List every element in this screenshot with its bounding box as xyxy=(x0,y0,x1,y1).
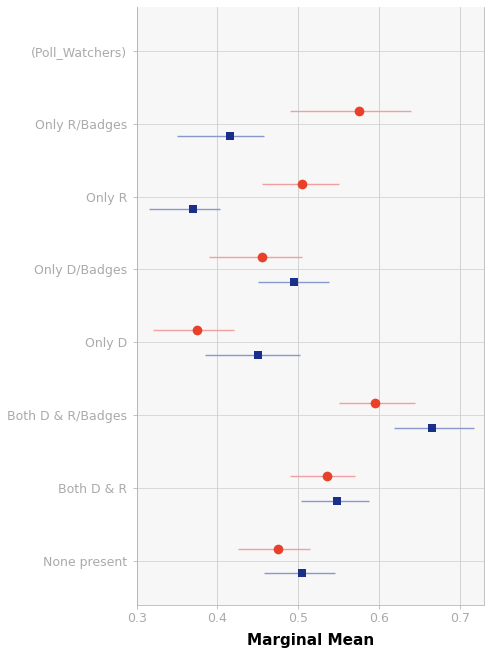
X-axis label: Marginal Mean: Marginal Mean xyxy=(247,633,374,648)
